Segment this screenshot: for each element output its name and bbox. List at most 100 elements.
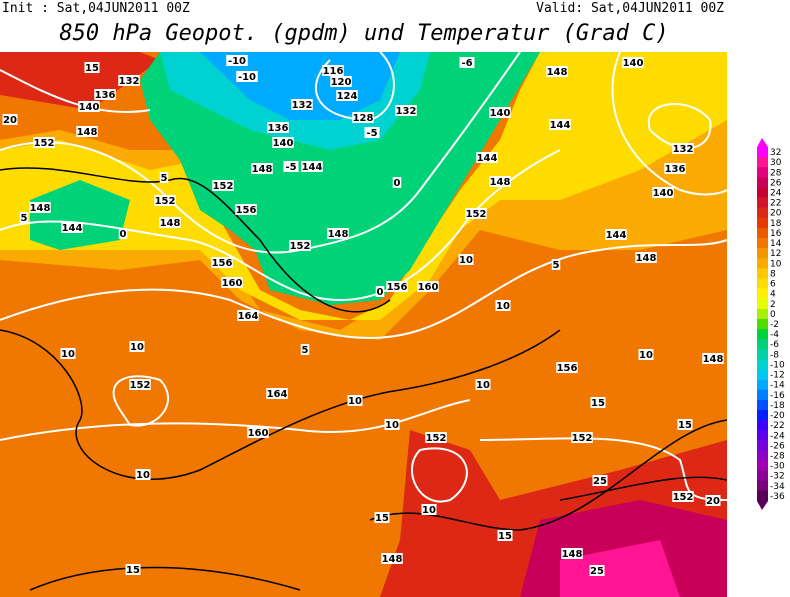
label-box xyxy=(235,204,257,215)
temperature-label: 5 xyxy=(553,260,560,271)
colorbar-label: 10 xyxy=(770,259,782,269)
geopotential-label: 140 xyxy=(653,188,674,199)
geopotential-label: 148 xyxy=(77,127,98,138)
colorbar-label: 22 xyxy=(770,199,781,209)
geopotential-label: 136 xyxy=(95,90,116,101)
label-box xyxy=(78,101,100,112)
label-box xyxy=(211,257,233,268)
temperature-label: 10 xyxy=(422,505,436,516)
label-box xyxy=(386,281,408,292)
colorbar-label: 30 xyxy=(770,158,782,168)
geopotential-label: 160 xyxy=(248,428,269,439)
colorbar-band xyxy=(757,399,768,411)
temperature-label: 0 xyxy=(120,229,127,240)
label-box xyxy=(571,432,593,443)
label-box xyxy=(551,259,561,270)
coldest-area xyxy=(200,52,400,120)
label-box xyxy=(672,143,694,154)
colorbar-band xyxy=(757,298,768,310)
label-box xyxy=(212,180,234,191)
colorbar-label: 12 xyxy=(770,249,781,259)
label-box xyxy=(291,99,313,110)
label-box xyxy=(129,379,151,390)
label-box xyxy=(19,212,29,223)
temperature-label: -10 xyxy=(238,72,256,83)
label-box xyxy=(2,114,18,125)
temperature-label: 25 xyxy=(593,476,607,487)
label-box xyxy=(336,90,358,101)
colorbar-band xyxy=(757,369,768,380)
colorbar-label: -36 xyxy=(770,492,785,502)
temperature-label: 15 xyxy=(498,531,512,542)
contour-labels: 1321361401481521481441521481561601641521… xyxy=(2,55,724,577)
temperature-label: -5 xyxy=(366,128,377,139)
label-box xyxy=(705,495,721,506)
label-box xyxy=(61,222,83,233)
temperature-label: 5 xyxy=(161,173,168,184)
geopotential-label: 136 xyxy=(268,123,289,134)
colorbar-label: -24 xyxy=(770,431,785,441)
label-box xyxy=(592,475,608,486)
geopotential-label: 148 xyxy=(252,164,273,175)
colorbar-label: 14 xyxy=(770,239,782,249)
temperature-label: 20 xyxy=(706,496,720,507)
temperature-label: 5 xyxy=(21,213,28,224)
label-box xyxy=(327,228,349,239)
temperature-label: 10 xyxy=(385,420,399,431)
label-box xyxy=(392,177,402,188)
colorbar-label: -26 xyxy=(770,441,785,451)
label-box xyxy=(465,208,487,219)
temperature-label: 15 xyxy=(678,420,692,431)
colorbar-band xyxy=(757,409,768,421)
label-box xyxy=(267,122,289,133)
temperature-label: -5 xyxy=(285,162,296,173)
temperature-label: 10 xyxy=(459,255,473,266)
label-box xyxy=(549,119,571,130)
colorbar-band xyxy=(757,440,768,451)
init-time: Init : Sat,04JUN2011 00Z xyxy=(2,1,190,16)
label-box xyxy=(638,349,654,360)
geopotential-label: 156 xyxy=(236,205,257,216)
colorbar-label: 0 xyxy=(770,310,776,320)
geopotential-label: 124 xyxy=(337,91,358,102)
hottest-area xyxy=(560,540,680,597)
label-box xyxy=(159,217,181,228)
label-box xyxy=(622,57,644,68)
colorbar-band xyxy=(757,339,768,350)
geopotential-label: 156 xyxy=(387,282,408,293)
colorbar-band xyxy=(757,207,768,219)
colorbar-label: 20 xyxy=(770,209,782,219)
colorbar-band xyxy=(757,157,768,168)
geopotential-label: 144 xyxy=(302,162,323,173)
colorbar-label: 28 xyxy=(770,168,782,178)
label-box xyxy=(154,195,176,206)
temperature-label: -10 xyxy=(228,56,246,67)
geopotential-label: 140 xyxy=(79,102,100,113)
label-box xyxy=(489,107,511,118)
temperature-label: 10 xyxy=(136,470,150,481)
colorbar-label: -34 xyxy=(770,482,785,492)
geopotential-label: 164 xyxy=(238,311,259,322)
geopotential-label: 116 xyxy=(323,66,344,77)
colorbar-band xyxy=(757,389,768,401)
temperature-label: 15 xyxy=(591,398,605,409)
label-box xyxy=(60,348,76,359)
label-box xyxy=(283,161,299,172)
label-box xyxy=(497,530,513,541)
geopotential-label: 148 xyxy=(490,177,511,188)
label-box xyxy=(546,66,568,77)
geopotential-label: 148 xyxy=(30,203,51,214)
map xyxy=(0,52,727,597)
label-box xyxy=(489,176,511,187)
geopotential-label: 152 xyxy=(466,209,487,220)
colorbar-band xyxy=(757,268,768,279)
cool-area xyxy=(0,52,727,320)
geopotential-label: 164 xyxy=(267,389,288,400)
colorbar-label: -32 xyxy=(770,472,785,482)
colorbar-band xyxy=(757,470,768,482)
geopotential-label: 148 xyxy=(328,229,349,240)
label-box xyxy=(605,229,627,240)
label-box xyxy=(29,202,51,213)
geopotential-label: 144 xyxy=(550,120,571,131)
